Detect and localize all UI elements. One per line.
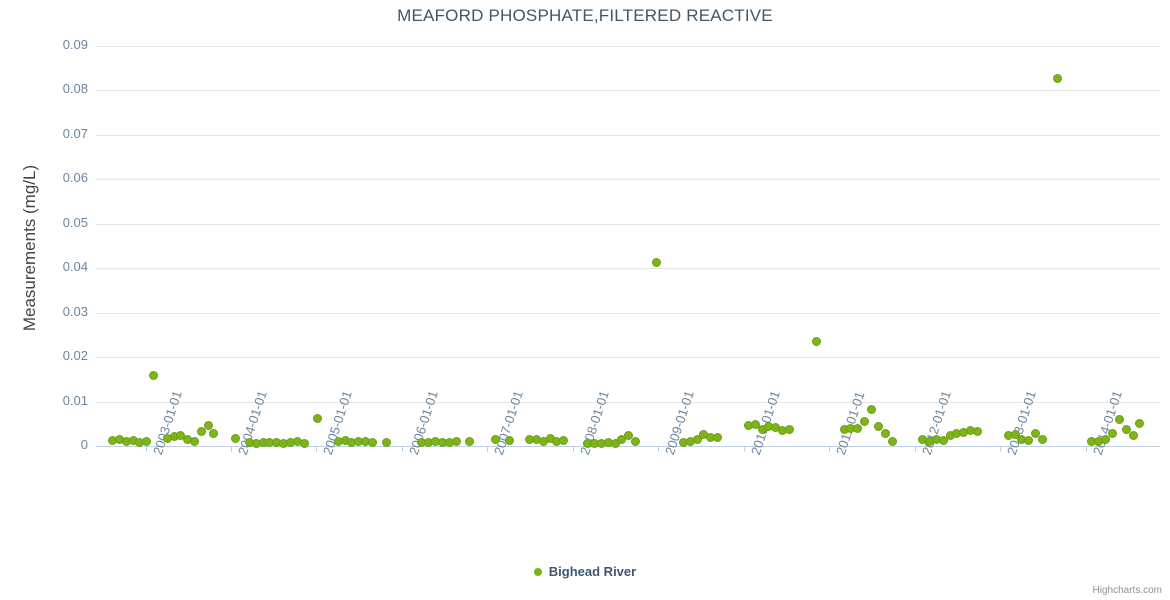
data-point[interactable] — [624, 431, 634, 441]
chart-credit[interactable]: Highcharts.com — [1092, 585, 1162, 596]
data-point[interactable] — [203, 421, 213, 430]
data-point[interactable] — [299, 438, 309, 448]
legend: Bighead River — [0, 563, 1170, 579]
y-axis-tick-label: 0.02 — [62, 348, 88, 364]
data-point[interactable] — [692, 434, 702, 444]
data-point[interactable] — [860, 417, 870, 427]
data-point[interactable] — [1010, 429, 1020, 439]
data-point[interactable] — [231, 433, 241, 443]
data-point[interactable] — [1031, 429, 1041, 439]
x-axis-tick-mark — [1086, 446, 1087, 452]
x-axis-line — [96, 446, 1160, 447]
data-point[interactable] — [1101, 435, 1111, 445]
data-point[interactable] — [381, 438, 391, 448]
y-axis-tick-label: 0.05 — [62, 214, 88, 230]
data-point[interactable] — [367, 437, 377, 447]
y-axis-tick-label: 0.01 — [62, 392, 88, 408]
y-axis-tick-label: 0.06 — [62, 170, 88, 186]
data-point[interactable] — [887, 437, 897, 447]
data-point[interactable] — [750, 420, 760, 430]
gridline — [96, 90, 1160, 91]
plot-area — [96, 46, 1160, 449]
x-axis-tick-mark — [231, 446, 232, 452]
x-axis-tick-mark — [658, 446, 659, 452]
gridline — [96, 402, 1160, 403]
y-axis-tick-label: 0.08 — [62, 81, 88, 97]
data-point[interactable] — [142, 436, 152, 446]
gridline — [96, 179, 1160, 180]
data-point[interactable] — [651, 257, 661, 267]
data-point[interactable] — [1024, 435, 1034, 445]
data-point[interactable] — [880, 428, 890, 438]
y-axis-tick-label: 0.03 — [62, 303, 88, 319]
data-point[interactable] — [1053, 74, 1063, 84]
x-axis-tick-mark — [744, 446, 745, 452]
x-axis-tick-mark — [487, 446, 488, 452]
gridline — [96, 135, 1160, 136]
data-point[interactable] — [812, 336, 822, 346]
data-point[interactable] — [1107, 429, 1117, 438]
x-axis-tick-mark — [146, 446, 147, 452]
data-point[interactable] — [490, 435, 500, 445]
data-point[interactable] — [190, 436, 200, 446]
data-point[interactable] — [208, 429, 218, 439]
x-axis-tick-mark — [402, 446, 403, 452]
data-point[interactable] — [938, 435, 948, 445]
y-axis-tick-label: 0 — [80, 437, 88, 452]
x-axis-tick-mark — [829, 446, 830, 452]
y-axis-tick-label: 0.07 — [62, 125, 88, 141]
data-point[interactable] — [465, 437, 475, 447]
gridline — [96, 313, 1160, 314]
gridline — [96, 224, 1160, 225]
data-point[interactable] — [713, 433, 723, 443]
data-point[interactable] — [1135, 418, 1145, 428]
chart-title: MEAFORD PHOSPHATE,FILTERED REACTIVE — [397, 6, 773, 25]
y-axis-title: Measurements (mg/L) — [20, 164, 39, 332]
x-axis-tick-mark — [1000, 446, 1001, 452]
data-point[interactable] — [313, 414, 323, 424]
data-point[interactable] — [149, 370, 159, 380]
x-axis-tick-mark — [316, 446, 317, 452]
data-point[interactable] — [1121, 425, 1131, 434]
data-point[interactable] — [784, 425, 794, 435]
y-axis-tick-label: 0.04 — [62, 259, 88, 275]
gridline — [96, 46, 1160, 47]
x-axis-tick-mark — [573, 446, 574, 452]
data-point[interactable] — [1037, 435, 1047, 445]
gridline — [96, 357, 1160, 358]
data-point[interactable] — [1128, 431, 1138, 441]
data-point[interactable] — [1114, 415, 1124, 425]
legend-item-label[interactable]: Bighead River — [548, 564, 637, 580]
x-axis-tick-mark — [915, 446, 916, 452]
data-point[interactable] — [873, 421, 883, 431]
y-axis-tick-label: 0.09 — [62, 37, 88, 52]
data-point[interactable] — [504, 436, 514, 446]
data-point[interactable] — [866, 405, 876, 415]
legend-marker-icon — [533, 567, 542, 576]
data-point[interactable] — [196, 426, 206, 436]
data-point[interactable] — [451, 437, 461, 447]
data-point[interactable] — [631, 436, 641, 446]
data-point[interactable] — [559, 436, 569, 446]
data-point[interactable] — [972, 426, 982, 436]
gridline — [96, 268, 1160, 269]
data-point[interactable] — [853, 424, 863, 434]
